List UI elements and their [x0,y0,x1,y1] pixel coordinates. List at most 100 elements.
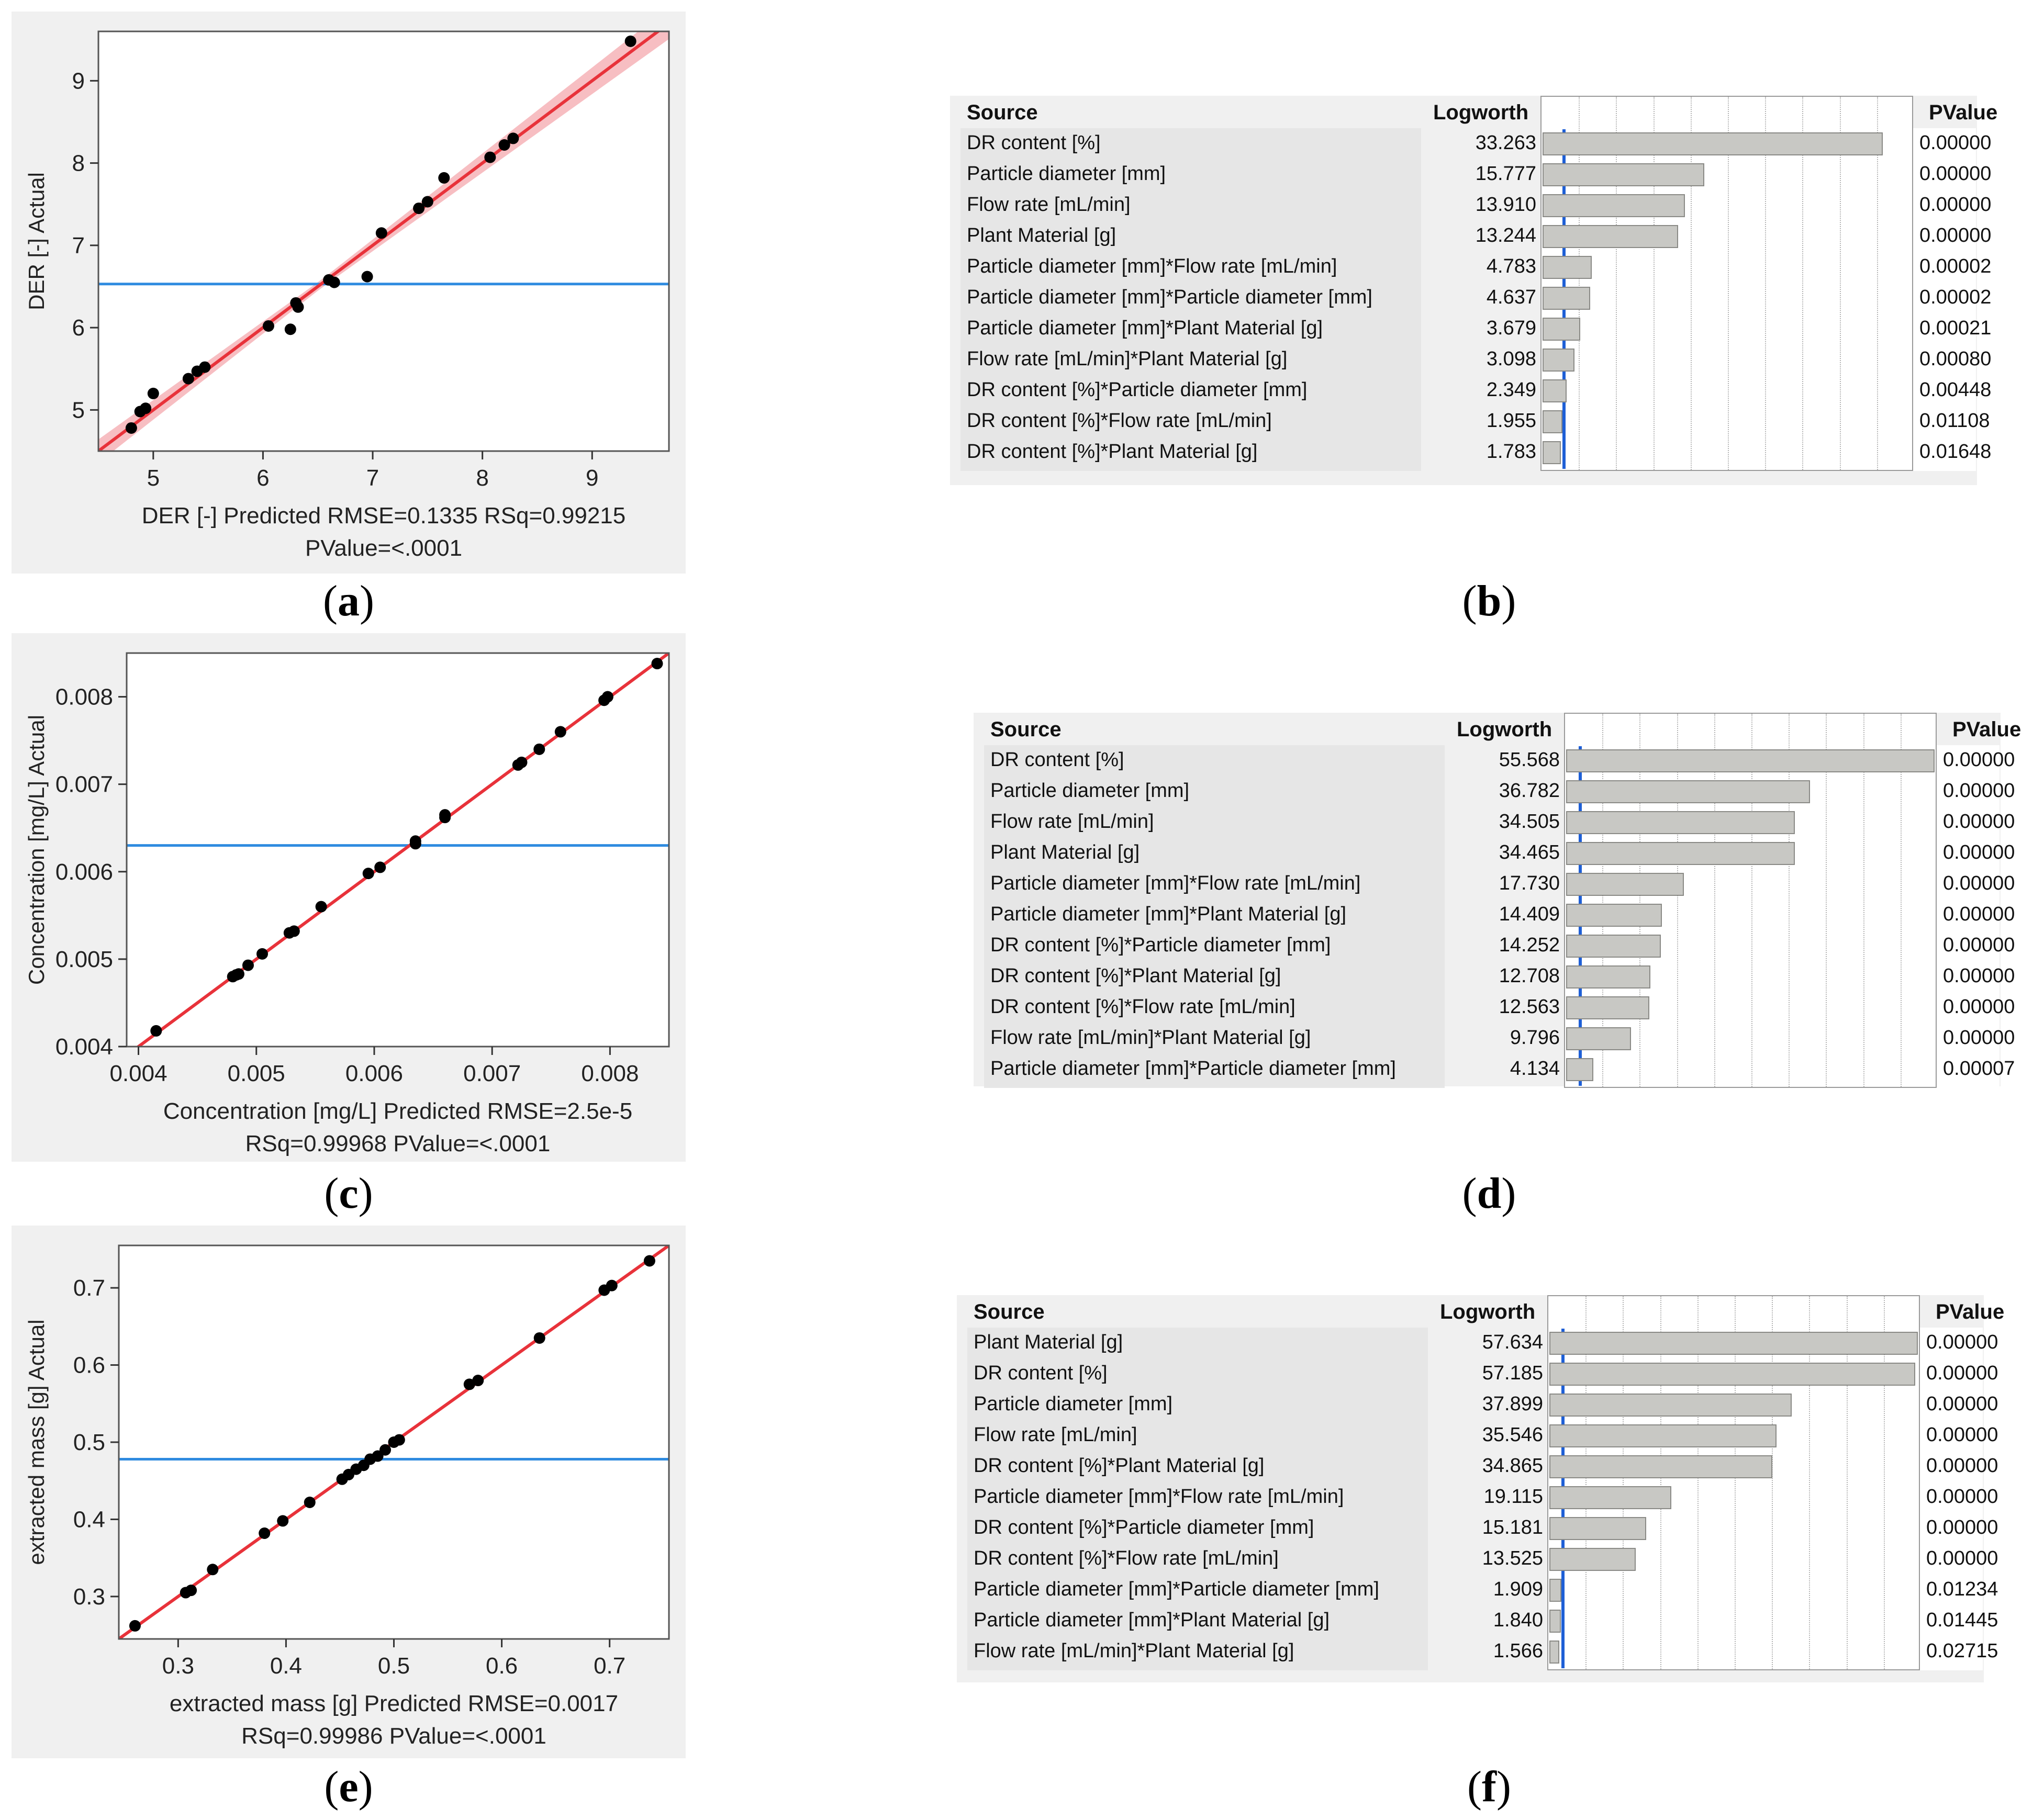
row-logworth: 3.098 [1486,348,1536,370]
logworth-bar [1566,811,1795,834]
row-source: DR content [%]*Plant Material [g] [967,441,1258,463]
row-logworth: 1.955 [1486,410,1536,432]
panel-label-a: (a) [323,577,374,625]
row-pvalue: 0.00000 [1926,1547,1998,1569]
scatter-plot-e: 0.3 0.4 0.5 0.6 0.7 0.3 0.4 0.5 0.6 0.7 extracted … [24,1244,670,1749]
grid-line [1772,1296,1773,1669]
row-logworth: 37.899 [1482,1393,1543,1415]
row-logworth: 57.634 [1482,1331,1543,1353]
row-pvalue: 0.00002 [1919,286,1992,308]
data-point [242,959,254,971]
row-source: Particle diameter [mm]*Particle diameter… [967,286,1372,308]
logworth-bar [1566,873,1684,896]
data-point [150,1025,162,1037]
x-tick-label: 0.007 [463,1061,521,1086]
logworth-bar-area [1540,96,1913,471]
y-tick-label: 0.7 [73,1275,105,1301]
row-logworth: 1.909 [1493,1578,1543,1600]
panel-label-b: (b) [1462,577,1516,625]
grid-line [1660,1296,1661,1669]
row-logworth: 15.777 [1475,163,1536,185]
y-tick-label: 0.6 [73,1353,105,1378]
x-tick-label: 5 [147,465,160,491]
y-axis-label: Concentration [mg/L] Actual [24,715,49,985]
row-pvalue: 0.00000 [1943,841,2015,863]
data-point [374,861,386,873]
y-tick-label: 0.006 [55,859,113,885]
y-tick-label: 0.008 [55,684,113,710]
data-point [624,35,636,47]
row-pvalue: 0.00000 [1943,934,2015,956]
row-logworth: 19.115 [1483,1486,1543,1508]
logworth-bar [1543,225,1678,248]
row-pvalue: 0.00000 [1919,163,1992,185]
row-logworth: 34.865 [1482,1455,1543,1477]
header-pvalue: PValue [1952,718,2021,741]
scatter-plot-a: 5 6 7 8 9 5 6 7 8 9 DER [-] Actual DER [-] Predicte… [24,30,670,561]
x-tick-label: 0.008 [581,1061,639,1086]
row-logworth: 15.181 [1482,1516,1543,1538]
x-tick-label: 0.3 [162,1653,194,1679]
grid-line [1863,714,1864,1087]
data-point [207,1564,219,1576]
grid-line [1826,714,1827,1087]
logworth-bar [1549,1394,1792,1417]
effect-table-f: Source Logworth PValue Plant Material [g] 57… [957,1295,2004,1682]
fit-stats: PValue=<.0001 [305,535,462,561]
x-tick-label: 0.4 [270,1653,302,1679]
row-pvalue: 0.00000 [1919,224,1992,246]
row-pvalue: 0.00448 [1919,379,1992,401]
scatter-plot-c: 0.004 0.005 0.006 0.007 0.008 0.004 0.005 0.006… [24,652,670,1156]
row-source: Flow rate [mL/min]*Plant Material [g] [974,1640,1294,1662]
panel-label-c: (c) [324,1169,373,1218]
row-pvalue: 0.02715 [1926,1640,1998,1662]
row-logworth: 9.796 [1510,1027,1560,1049]
grid-line [1809,1296,1811,1669]
row-logworth: 33.263 [1475,132,1536,154]
data-point [259,1527,271,1539]
source-column-bg [967,1328,1428,1670]
x-tick-label: 7 [366,465,379,491]
row-logworth: 35.546 [1482,1424,1543,1446]
y-tick-label: 0.004 [55,1034,113,1060]
data-point [262,320,274,332]
x-tick-label: 9 [586,465,598,491]
row-pvalue: 0.00000 [1926,1424,1998,1446]
row-source: Plant Material [g] [974,1331,1123,1353]
data-point [147,387,159,399]
grid-line [1751,714,1752,1087]
row-logworth: 1.783 [1486,441,1536,463]
row-source: DR content [%]*Plant Material [g] [990,965,1281,987]
panel-label-f: (f) [1467,1762,1511,1811]
x-tick-label: 0.5 [378,1653,410,1679]
logworth-bar [1549,1332,1918,1355]
data-point [125,422,137,434]
header-source: Source [990,718,1062,741]
data-point [606,1279,618,1291]
row-source: DR content [%]*Particle diameter [mm] [967,379,1308,401]
grid-line [1616,97,1617,470]
x-tick-label: 8 [476,465,488,491]
logworth-bar [1566,935,1661,958]
data-point [315,901,327,913]
row-source: Particle diameter [mm]*Flow rate [mL/min… [990,872,1361,894]
header-source: Source [974,1300,1045,1323]
x-axis-label-stats: Concentration [mg/L] Predicted RMSE=2.5e… [163,1098,632,1124]
data-point [362,868,374,880]
row-logworth: 4.637 [1486,286,1536,308]
row-source: Flow rate [mL/min]*Plant Material [g] [990,1027,1311,1049]
row-logworth: 17.730 [1499,872,1560,894]
data-point [284,323,296,335]
data-point [393,1434,405,1446]
row-source: DR content [%]*Plant Material [g] [974,1455,1265,1477]
logworth-bar [1549,1548,1636,1571]
y-tick-label: 0.4 [73,1507,105,1532]
row-source: Plant Material [g] [967,224,1116,246]
data-point [484,151,496,163]
row-source: Particle diameter [mm]*Plant Material [g… [990,903,1347,925]
data-point [140,402,152,414]
x-tick-label: 0.6 [486,1653,518,1679]
pvalue-column-bg [1920,1328,1983,1670]
header-logworth: Logworth [1440,1300,1536,1323]
logworth-bar [1566,1027,1632,1050]
